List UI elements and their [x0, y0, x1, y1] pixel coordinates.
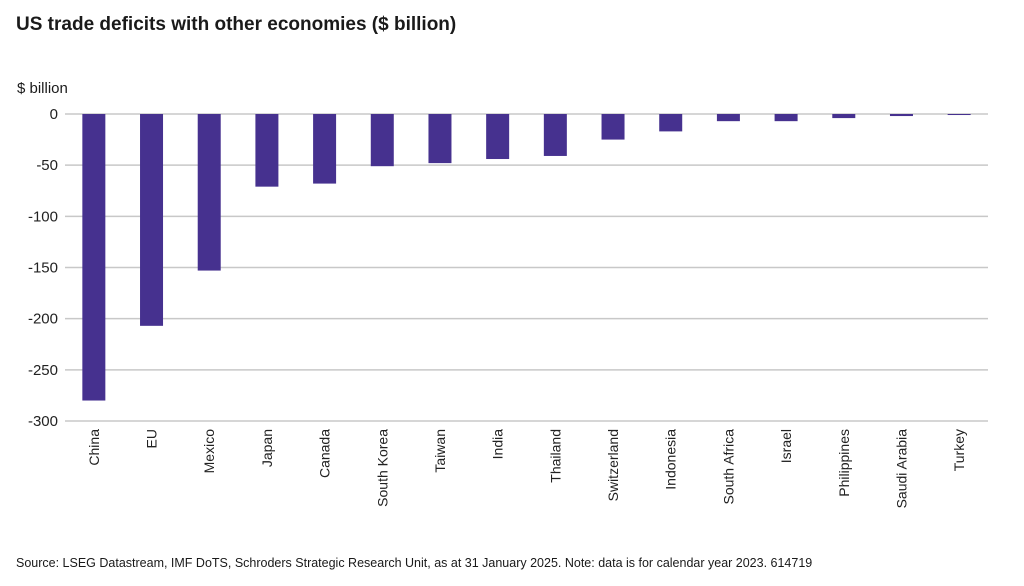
x-tick-label: Switzerland [605, 429, 621, 501]
y-tick-label: -300 [28, 413, 58, 430]
bar-china [82, 114, 106, 401]
bar-philippines [832, 114, 856, 119]
bar-saudi-arabia [889, 114, 913, 117]
x-tick-label: Indonesia [663, 429, 679, 490]
x-tick-label: Mexico [201, 429, 217, 474]
bar-japan [255, 114, 279, 187]
x-tick-label: South Africa [720, 429, 736, 505]
chart-title: US trade deficits with other economies (… [16, 14, 457, 35]
bar-mexico [197, 114, 221, 271]
bar-eu [140, 114, 164, 326]
bar-taiwan [428, 114, 452, 164]
x-tick-label: Thailand [547, 429, 563, 483]
x-tick-label: EU [144, 429, 160, 448]
x-tick-label: Taiwan [432, 429, 448, 473]
x-tick-label: Japan [259, 429, 275, 467]
x-tick-label: South Korea [374, 429, 390, 507]
y-tick-label: -250 [28, 362, 58, 379]
x-tick-label: Israel [778, 429, 794, 463]
bar-indonesia [659, 114, 683, 132]
bar-south-korea [370, 114, 394, 167]
x-tick-label: Canada [317, 429, 333, 478]
x-tick-label: India [490, 429, 506, 460]
bar-south-africa [716, 114, 740, 122]
y-tick-label: -150 [28, 260, 58, 277]
bar-switzerland [601, 114, 625, 140]
bar-turkey [947, 114, 971, 116]
bar-india [486, 114, 510, 160]
x-tick-label: China [86, 429, 102, 466]
y-axis-label: $ billion [17, 80, 68, 97]
x-tick-label: Turkey [951, 429, 967, 471]
bar-canada [313, 114, 337, 184]
source-note: Source: LSEG Datastream, IMF DoTS, Schro… [16, 556, 813, 570]
bar-israel [774, 114, 798, 122]
x-tick-label: Philippines [836, 429, 852, 497]
y-tick-label: -100 [28, 208, 58, 225]
x-tick-label: Saudi Arabia [893, 429, 909, 509]
y-tick-label: -50 [36, 157, 58, 174]
y-tick-label: 0 [50, 106, 58, 123]
bar-thailand [543, 114, 567, 156]
y-tick-label: -200 [28, 311, 58, 328]
